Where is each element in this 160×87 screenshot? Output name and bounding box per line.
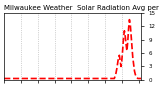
Text: Milwaukee Weather  Solar Radiation Avg per Day W/m²/minute: Milwaukee Weather Solar Radiation Avg pe… [4,4,160,11]
